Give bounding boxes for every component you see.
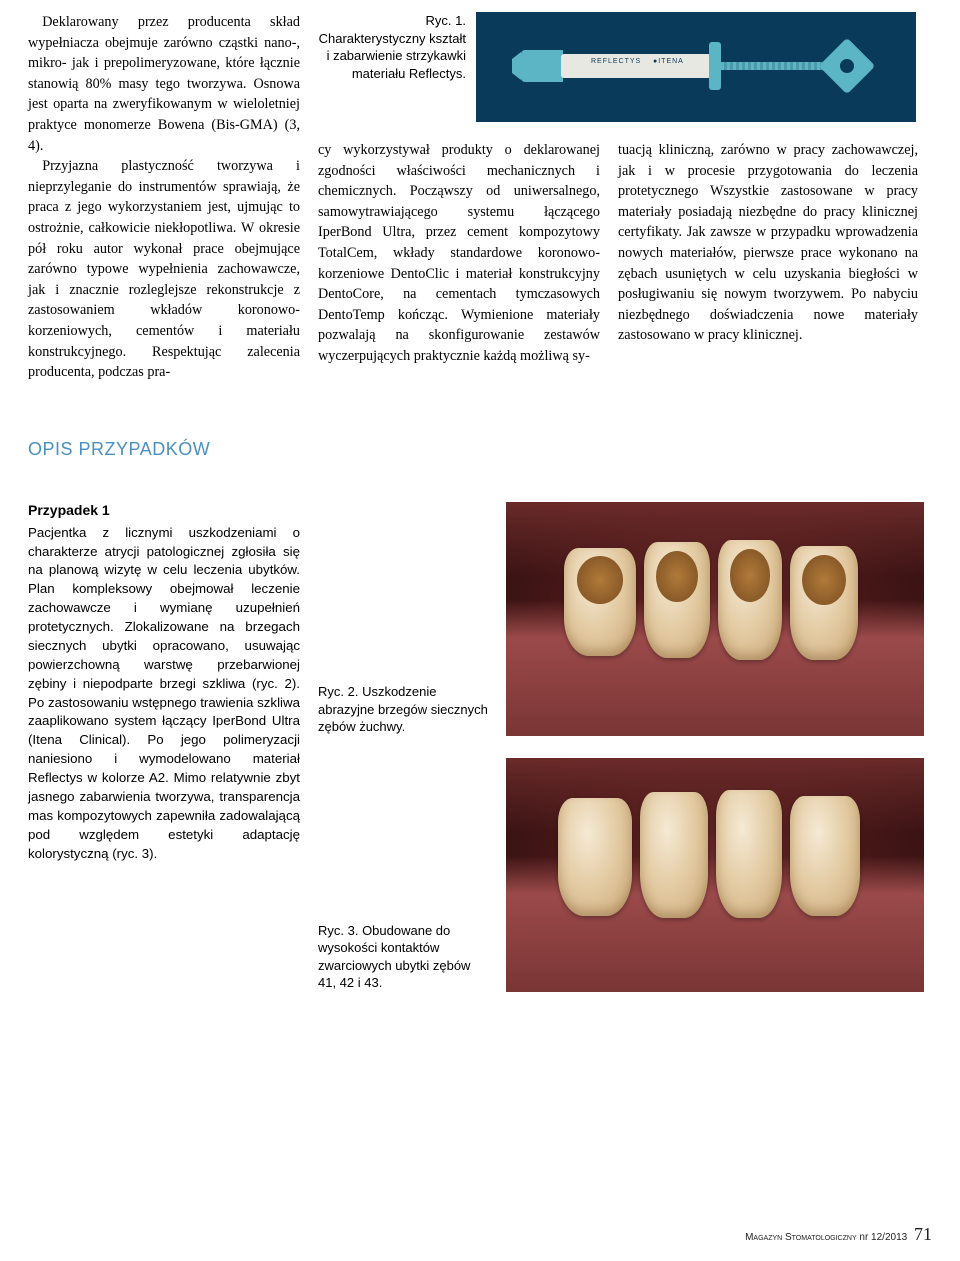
para: Przyjazna plastyczność tworzywa i nieprz… [28, 156, 300, 383]
para: cy wykorzystywał produkty o deklarowanej… [318, 140, 600, 367]
case-1-section: Przypadek 1 Pacjentka z licznymi uszkodz… [28, 502, 932, 992]
case-1-body: Pacjentka z licznymi uszkodzeniami o cha… [28, 524, 300, 864]
figure-1-image: REFLECTYS ●ITENA [476, 12, 916, 122]
figure-3-caption: Ryc. 3. Obudowane do wysokości kontaktów… [318, 922, 488, 992]
issue-number: nr 12/2013 [859, 1232, 907, 1243]
columns-2-3: cy wykorzystywał produkty o deklarowanej… [318, 140, 928, 367]
magazine-name: Magazyn Stomatologiczny [745, 1232, 857, 1243]
page-footer: Magazyn Stomatologiczny nr 12/2013 71 [745, 1224, 932, 1245]
figure-2-row: Ryc. 2. Uszkodzenie abrazyjne brzegów si… [318, 502, 932, 736]
case-1-text: Przypadek 1 Pacjentka z licznymi uszkodz… [28, 502, 318, 992]
case-1-figures: Ryc. 2. Uszkodzenie abrazyjne brzegów si… [318, 502, 932, 992]
column-3: tuacją kliniczną, zarówno w pracy zachow… [618, 140, 918, 367]
figure-3-image [506, 758, 924, 992]
para: Deklarowany przez producenta skład wypeł… [28, 12, 300, 156]
figure-2-image [506, 502, 924, 736]
article-top: Deklarowany przez producenta skład wypeł… [28, 12, 932, 383]
figure-3-row: Ryc. 3. Obudowane do wysokości kontaktów… [318, 758, 932, 992]
right-wrap: Ryc. 1. Charakterystyczny kształt i zaba… [318, 12, 928, 383]
figure-1-row: Ryc. 1. Charakterystyczny kształt i zaba… [318, 12, 928, 140]
syringe-icon: REFLECTYS ●ITENA [521, 42, 871, 92]
para: tuacją kliniczną, zarówno w pracy zachow… [618, 140, 918, 346]
page-number: 71 [914, 1224, 932, 1244]
case-1-title: Przypadek 1 [28, 502, 300, 518]
figure-2-caption: Ryc. 2. Uszkodzenie abrazyjne brzegów si… [318, 683, 488, 736]
figure-1-caption: Ryc. 1. Charakterystyczny kształt i zaba… [318, 12, 476, 112]
column-1: Deklarowany przez producenta skład wypeł… [28, 12, 318, 383]
section-heading: OPIS PRZYPADKÓW [28, 439, 932, 460]
column-2: cy wykorzystywał produkty o deklarowanej… [318, 140, 618, 367]
